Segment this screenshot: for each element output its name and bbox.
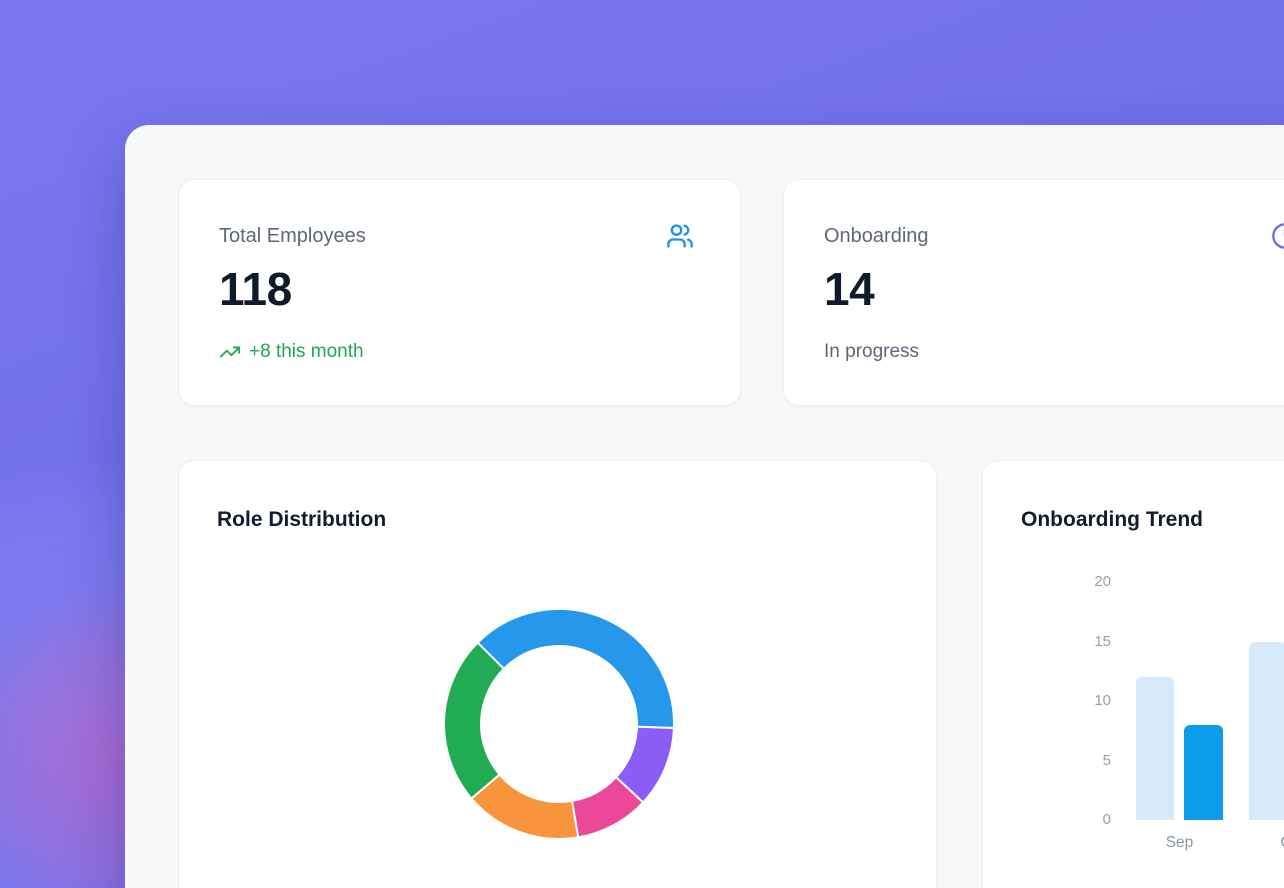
donut-segment-blue[interactable]: [476, 608, 675, 730]
stat-value: 118: [219, 263, 292, 315]
onboarding-trend-card: Onboarding Trend 0 5 10 15 20 Sep Oct: [982, 460, 1284, 888]
role-distribution-donut-chart: [434, 599, 684, 849]
users-icon: [666, 222, 694, 250]
bar-series-light-Oct[interactable]: [1249, 641, 1284, 820]
bar-series-dark-Sep[interactable]: [1184, 724, 1223, 820]
role-distribution-card: Role Distribution: [178, 460, 937, 888]
stat-trend: +8 this month: [219, 340, 364, 364]
chart-title-role-distribution: Role Distribution: [217, 508, 387, 531]
y-axis-tick-label: 0: [1102, 811, 1111, 828]
y-axis-tick-label: 10: [1094, 692, 1111, 709]
stat-card-onboarding: Onboarding 14 In progress: [783, 179, 1284, 406]
trending-up-icon: [219, 341, 241, 363]
stat-label: Onboarding: [824, 225, 929, 247]
x-axis-category-label: Oct: [1258, 833, 1284, 853]
stat-label: Total Employees: [219, 225, 366, 247]
x-axis-category-label: Sep: [1165, 834, 1194, 851]
donut-segment-green[interactable]: [443, 641, 505, 800]
y-axis-tick-label: 5: [1102, 751, 1111, 769]
stat-subtext-label: In progress: [824, 341, 920, 362]
clock-icon: [1271, 222, 1284, 250]
chart-title-onboarding-trend: Onboarding Trend: [1021, 508, 1203, 531]
y-axis-tick-label: 20: [1094, 573, 1111, 590]
y-axis-tick-label: 15: [1094, 632, 1111, 650]
stat-trend-text: +8 this month: [249, 341, 364, 362]
onboarding-trend-bar-chart: 0 5 10 15 20 Sep Oct: [983, 461, 1284, 888]
dashboard-panel: Total Employees 118 +8 this month Onboar…: [125, 125, 1284, 888]
stat-value: 14: [824, 263, 875, 315]
stat-subtext: In progress: [824, 340, 919, 364]
stat-card-total-employees: Total Employees 118 +8 this month: [178, 179, 741, 406]
bar-series-light-Sep[interactable]: [1136, 677, 1174, 820]
